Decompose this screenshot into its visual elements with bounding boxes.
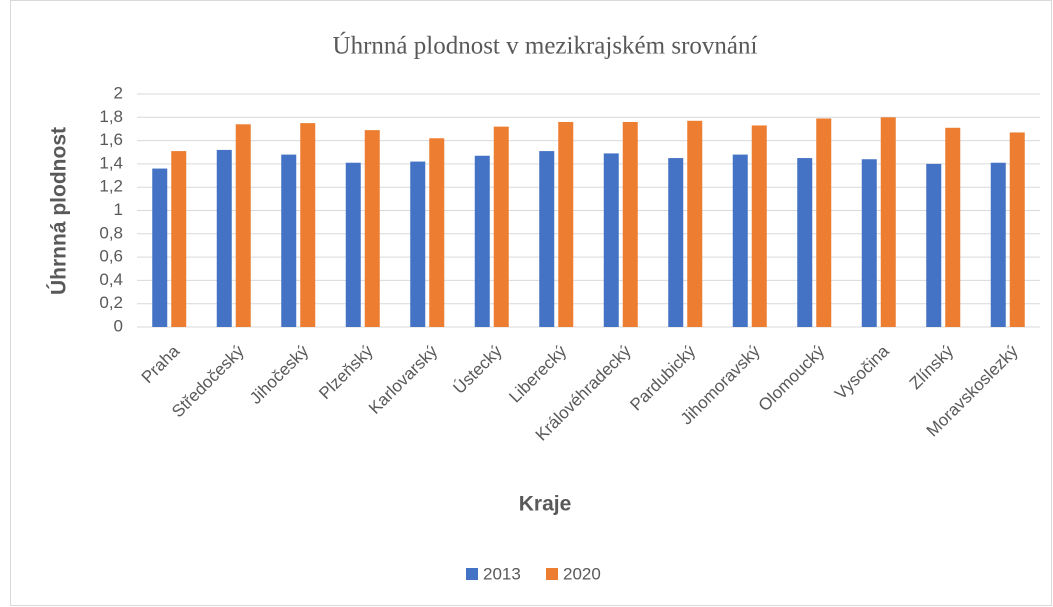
bar [345,162,361,327]
y-tick-label: 1,6 [99,130,123,149]
bar [493,126,509,328]
bar [171,151,187,327]
y-tick-label: 1,8 [99,107,123,126]
bar [751,125,767,327]
bar [474,155,490,327]
bar [216,149,232,327]
y-tick-label: 0,4 [99,270,123,289]
bar [945,127,961,327]
bar [1009,132,1025,327]
legend-swatch [466,568,478,580]
chart-title: Úhrnná plodnost v mezikrajském srovnání [333,32,758,60]
bar [603,153,619,327]
bar [539,151,555,327]
y-tick-label: 0 [114,316,123,335]
bar [429,138,445,327]
bar [558,121,574,328]
bar [152,168,168,327]
y-tick-label: 0,6 [99,247,123,266]
bar [816,118,832,327]
bar [622,121,638,328]
y-axis-label: Úhrnná plodnost [47,127,71,295]
bar [410,161,426,327]
bar [300,123,316,327]
y-tick-label: 1,2 [99,177,123,196]
y-tick-label: 0,2 [99,293,123,312]
y-tick-label: 0,8 [99,223,123,242]
legend-label: 2020 [563,564,601,583]
bar [668,158,684,327]
legend-label: 2013 [483,564,521,583]
x-axis-label: Kraje [519,493,572,516]
bar [797,158,813,327]
bar [364,130,380,327]
bar [880,117,896,327]
bar [687,120,703,327]
legend-swatch [546,568,558,580]
bar [732,154,748,327]
bar [990,162,1006,327]
bar [926,163,942,327]
y-tick-label: 1,4 [99,153,123,172]
bar [861,159,877,327]
y-tick-label: 1 [114,200,123,219]
bar [235,124,251,327]
y-tick-label: 2 [114,83,123,102]
bar [281,154,297,327]
